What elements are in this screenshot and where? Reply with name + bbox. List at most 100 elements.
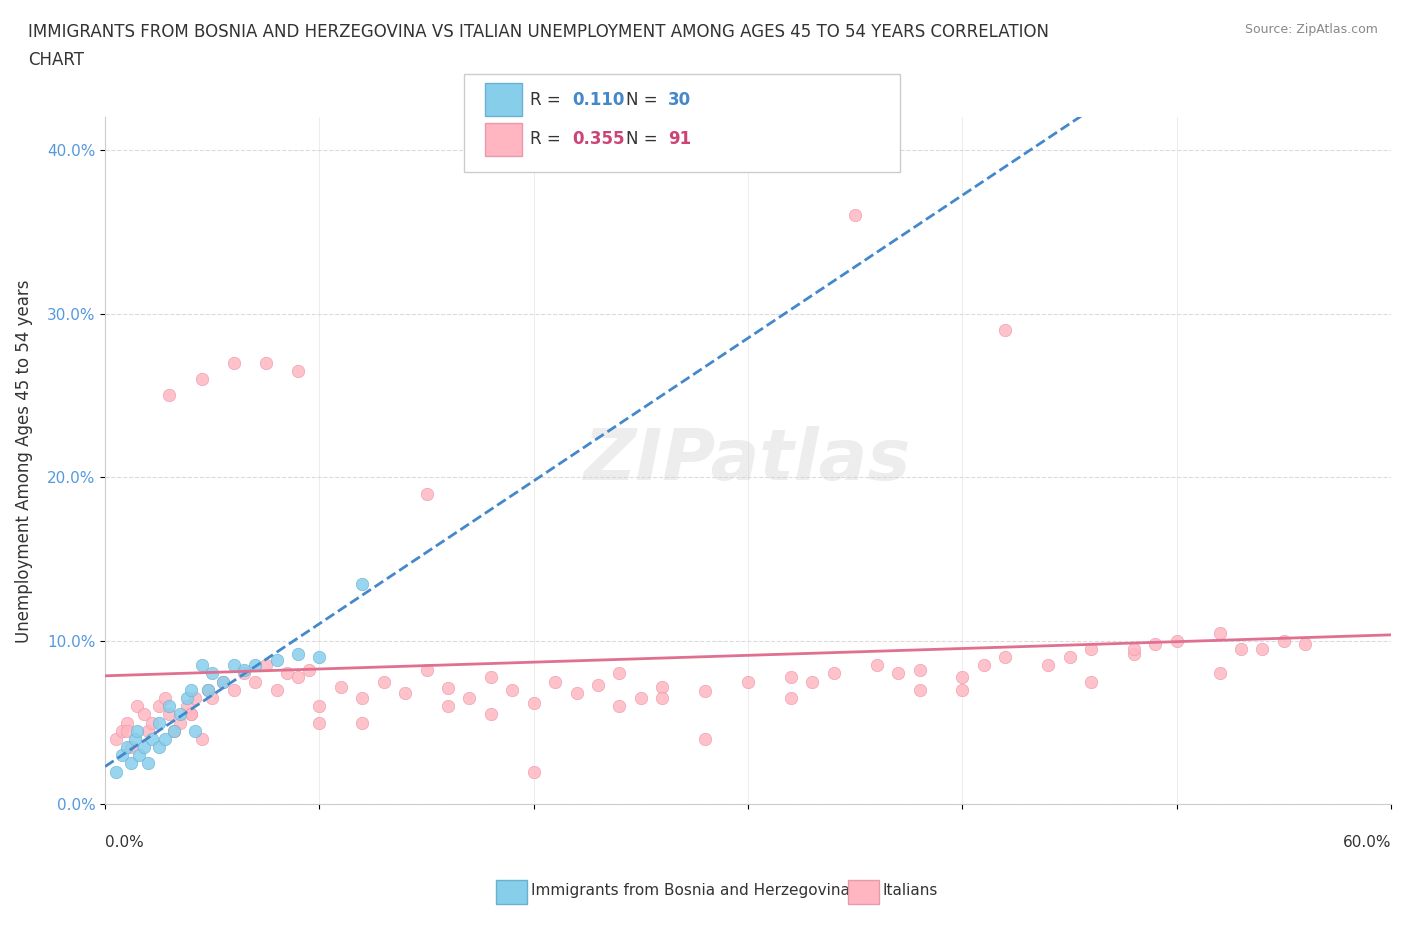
Point [136,724,159,738]
Point [287,364,309,379]
Point [120,739,142,754]
Point [111,748,134,763]
Point [544,674,567,689]
Point [128,748,150,763]
Point [201,691,224,706]
Point [184,691,207,706]
Point [329,679,352,694]
Point [153,732,176,747]
Text: N =: N = [626,130,662,149]
Point [887,666,910,681]
Point [651,691,673,706]
Point [153,691,176,706]
Point [157,388,180,403]
Text: R =: R = [530,90,567,109]
Point [180,683,202,698]
Point [132,707,155,722]
Point [233,663,256,678]
Point [994,650,1017,665]
Point [127,724,149,738]
Point [1294,637,1316,652]
Text: 30: 30 [668,90,690,109]
Point [212,674,235,689]
Point [157,698,180,713]
Point [266,653,288,668]
Point [148,698,170,713]
Point [222,658,245,672]
Point [115,739,138,754]
Point [169,707,191,722]
Point [184,724,207,738]
Point [523,764,546,779]
Point [973,658,995,672]
Point [287,646,309,661]
Point [120,756,142,771]
Point [609,666,631,681]
Point [523,696,546,711]
Point [176,698,198,713]
Text: 0.110: 0.110 [572,90,624,109]
Point [908,663,931,678]
Point [132,739,155,754]
Point [737,674,759,689]
Point [1122,646,1144,661]
Point [190,732,212,747]
Text: Italians: Italians [883,884,938,898]
Point [651,679,673,694]
Point [308,698,330,713]
Point [1080,674,1102,689]
Y-axis label: Unemployment Among Ages 45 to 54 years: Unemployment Among Ages 45 to 54 years [15,279,32,643]
Point [169,715,191,730]
Point [111,724,134,738]
Point [254,355,277,370]
Point [458,691,481,706]
Text: 60.0%: 60.0% [1343,835,1391,850]
Point [501,683,523,698]
Point [163,724,186,738]
Point [1230,642,1253,657]
Point [1208,625,1230,640]
Point [115,724,138,738]
Point [1122,642,1144,657]
Point [308,715,330,730]
Point [287,670,309,684]
Point [180,707,202,722]
Point [233,666,256,681]
Point [243,674,266,689]
Point [197,683,219,698]
Point [180,707,202,722]
Point [212,674,235,689]
Point [266,683,288,698]
Point [352,576,374,591]
Point [437,681,460,696]
Point [437,698,460,713]
Point [148,715,170,730]
Point [190,658,212,672]
Point [565,685,588,700]
Point [801,674,824,689]
Point [104,732,127,747]
Point [127,698,149,713]
Point [1208,666,1230,681]
Point [780,670,803,684]
Point [148,739,170,754]
Point [630,691,652,706]
Point [254,658,277,672]
Point [197,683,219,698]
Point [950,670,973,684]
Point [222,355,245,370]
Text: N =: N = [626,90,662,109]
Point [201,666,224,681]
Point [373,674,395,689]
Text: 0.0%: 0.0% [105,835,143,850]
Point [141,715,163,730]
Text: IMMIGRANTS FROM BOSNIA AND HERZEGOVINA VS ITALIAN UNEMPLOYMENT AMONG AGES 45 TO : IMMIGRANTS FROM BOSNIA AND HERZEGOVINA V… [28,23,1049,41]
Point [1059,650,1081,665]
Point [1251,642,1274,657]
Point [908,683,931,698]
Text: CHART: CHART [28,51,84,69]
Point [115,715,138,730]
Text: Immigrants from Bosnia and Herzegovina: Immigrants from Bosnia and Herzegovina [531,884,851,898]
Point [157,707,180,722]
Point [308,650,330,665]
